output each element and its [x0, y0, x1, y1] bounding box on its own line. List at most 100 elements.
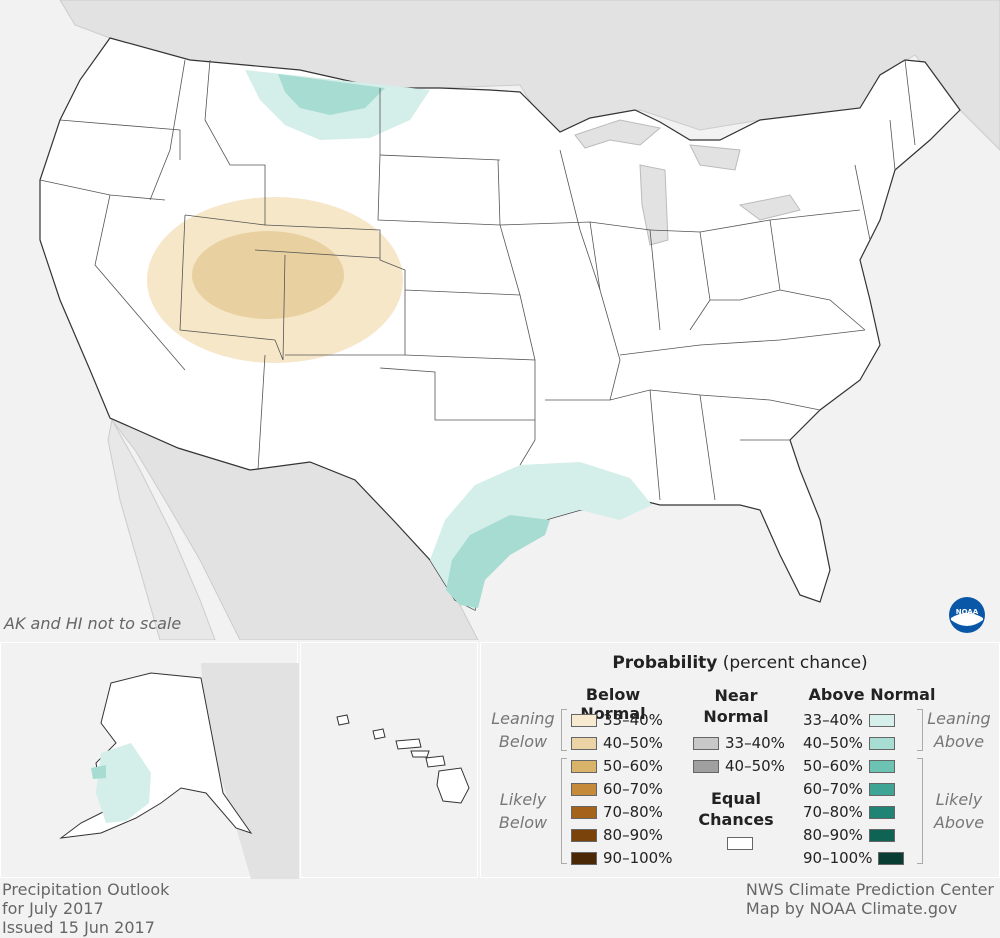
likely-below-label: Likely Below	[485, 788, 561, 834]
alaska-inset	[0, 642, 299, 879]
legend-row: 40–50%	[693, 757, 785, 775]
likely-below-label-line2: Below	[498, 813, 548, 832]
credit-line-1: NWS Climate Prediction Center	[745, 880, 994, 899]
legend-row-label: 33–40%	[725, 734, 785, 752]
legend-row-label: 33–40%	[803, 711, 863, 729]
legend-row: 40–50%	[571, 734, 663, 752]
likely-below-bracket	[561, 758, 567, 864]
legend-row: 60–70%	[803, 780, 895, 798]
legend-row: 40–50%	[803, 734, 895, 752]
outlook-caption: Precipitation Outlook for July 2017 Issu…	[2, 880, 169, 937]
alaska-above-normal-area	[96, 743, 151, 823]
legend-row: 50–60%	[571, 757, 663, 775]
likely-above-label-line2: Above	[933, 813, 985, 832]
legend-swatch	[571, 737, 597, 750]
legend-swatch	[693, 737, 719, 750]
great-lakes	[574, 119, 801, 246]
legend-row: 80–90%	[803, 826, 895, 844]
legend-swatch	[693, 760, 719, 773]
legend-title-bold: Probability	[612, 653, 718, 673]
legend-swatch	[868, 783, 895, 796]
legend-row-label: 60–70%	[803, 780, 863, 798]
legend-row-label: 60–70%	[603, 780, 663, 798]
likely-below-label-line1: Likely	[499, 790, 547, 809]
legend-row: 33–40%	[803, 711, 895, 729]
caption-line-2: for July 2017	[2, 899, 104, 918]
legend-swatch	[878, 852, 905, 865]
canada-yukon-land	[201, 663, 299, 879]
leaning-above-label-line2: Above	[933, 732, 985, 751]
conus-land	[39, 37, 961, 611]
credits: NWS Climate Prediction Center Map by NOA…	[746, 880, 994, 918]
above-normal-montana-40-50-area	[278, 74, 385, 115]
leaning-above-bracket	[917, 709, 923, 751]
legend-row-label: 40–50%	[803, 734, 863, 752]
above-normal-header: Above Normal	[808, 685, 936, 704]
legend-swatch	[571, 760, 597, 773]
legend-swatch	[571, 783, 597, 796]
near-normal-header-line2: Normal	[703, 707, 769, 726]
near-normal-header: Near Normal	[691, 685, 781, 727]
legend-row-label: 70–80%	[603, 803, 663, 821]
legend-swatch	[868, 760, 895, 773]
legend-row: 80–90%	[571, 826, 663, 844]
legend-row: 70–80%	[803, 803, 895, 821]
hawaii-inset	[300, 642, 478, 878]
legend-swatch	[571, 852, 597, 865]
legend-row-label: 33–40%	[603, 711, 663, 729]
likely-above-bracket	[917, 758, 923, 864]
legend-row: 50–60%	[803, 757, 895, 775]
leaning-below-label-line2: Below	[498, 732, 548, 751]
leaning-below-label-line1: Leaning	[491, 709, 555, 728]
legend-title-rest: (percent chance)	[717, 653, 868, 673]
caption-line-1: Precipitation Outlook	[2, 880, 170, 899]
scale-note: AK and HI not to scale	[4, 614, 182, 633]
conus-map: AK and HI not to scale NOAA	[4, 0, 1000, 640]
legend-row-label: 50–60%	[803, 757, 863, 775]
legend-swatch	[868, 714, 895, 727]
hawaii-inset-svg	[336, 714, 470, 804]
legend-row: 33–40%	[571, 711, 663, 729]
legend-row-label: 70–80%	[803, 803, 863, 821]
equal-chances-swatch	[727, 837, 753, 850]
legend-title: Probability (percent chance)	[481, 653, 999, 673]
likely-above-label-line1: Likely	[935, 790, 983, 809]
equal-chances-header: Equal Chances	[691, 788, 781, 830]
noaa-logo-text: NOAA	[956, 608, 979, 616]
legend-swatch	[571, 829, 597, 842]
legend-panel: Probability (percent chance) Below Norma…	[480, 642, 1000, 878]
baja-land	[107, 418, 216, 640]
alaska-above-normal-40-50-area	[91, 765, 106, 779]
leaning-below-label: Leaning Below	[485, 707, 561, 753]
legend-row-label: 40–50%	[603, 734, 663, 752]
near-normal-header-line1: Near	[714, 686, 758, 705]
equal-chances-header-line2: Chances	[698, 810, 774, 829]
legend-row-label: 50–60%	[603, 757, 663, 775]
likely-above-label: Likely Above	[923, 788, 995, 834]
legend-row-label: 80–90%	[603, 826, 663, 844]
legend-row-label: 40–50%	[725, 757, 785, 775]
legend-row: 90–100%	[571, 849, 672, 867]
leaning-above-label: Leaning Above	[923, 707, 995, 753]
caption-line-3: Issued 15 Jun 2017	[2, 918, 155, 937]
conus-map-svg	[39, 0, 1000, 640]
noaa-logo-icon: NOAA	[949, 597, 985, 633]
state-borders	[39, 59, 916, 501]
legend-row: 70–80%	[571, 803, 663, 821]
credit-line-2: Map by NOAA Climate.gov	[745, 899, 958, 918]
legend-row: 90–100%	[803, 849, 905, 867]
legend-swatch	[571, 714, 597, 727]
legend-row: 60–70%	[571, 780, 663, 798]
alaska-inset-svg	[59, 663, 299, 879]
above-normal-gulf-40-50-area	[446, 515, 550, 608]
legend-row-label: 90–100%	[603, 849, 673, 867]
legend-row-label: 90–100%	[803, 849, 873, 867]
equal-chances-header-line1: Equal	[710, 789, 762, 808]
leaning-below-bracket	[561, 709, 567, 751]
legend-row-label: 80–90%	[803, 826, 863, 844]
below-normal-40-50-area	[192, 231, 344, 319]
hawaii-islands	[336, 714, 470, 804]
legend-row: 33–40%	[693, 734, 785, 752]
legend-swatch	[571, 806, 597, 819]
legend-swatch	[868, 829, 895, 842]
